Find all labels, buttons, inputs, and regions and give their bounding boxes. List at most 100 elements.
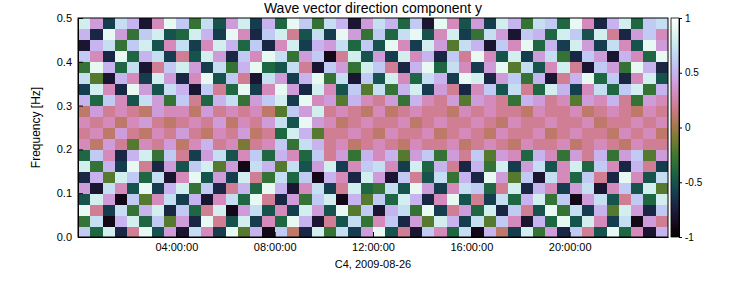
heatmap-cell: [398, 95, 411, 106]
heatmap-cell: [103, 138, 116, 149]
heatmap-cell: [521, 193, 534, 204]
heatmap-cell: [582, 193, 595, 204]
heatmap-cell: [262, 84, 275, 95]
heatmap-cell: [496, 128, 509, 139]
heatmap-cell: [570, 18, 583, 29]
heatmap-cell: [410, 182, 423, 193]
heatmap-cell: [336, 84, 349, 95]
heatmap-cell: [398, 160, 411, 171]
heatmap-cell: [348, 138, 361, 149]
heatmap-cell: [275, 51, 288, 62]
heatmap-cell: [496, 18, 509, 29]
heatmap-cell: [139, 193, 152, 204]
heatmap-cell: [570, 138, 583, 149]
heatmap-cell: [127, 51, 140, 62]
heatmap-cell: [385, 193, 398, 204]
tick-mark: [471, 232, 472, 237]
heatmap-cell: [361, 128, 374, 139]
heatmap-cell: [508, 182, 521, 193]
heatmap-cell: [557, 51, 570, 62]
heatmap-cell: [459, 226, 472, 237]
heatmap-cell: [373, 193, 386, 204]
heatmap-cell: [484, 117, 497, 128]
heatmap-cell: [619, 117, 632, 128]
heatmap-cell: [262, 18, 275, 29]
heatmap-cell: [324, 215, 337, 226]
heatmap-cell: [582, 117, 595, 128]
heatmap-cell: [348, 84, 361, 95]
heatmap-cell: [656, 117, 668, 128]
heatmap-cell: [78, 73, 91, 84]
heatmap-cell: [557, 106, 570, 117]
heatmap-cell: [139, 18, 152, 29]
tick-label: 0: [685, 122, 691, 133]
heatmap-cell: [139, 106, 152, 117]
heatmap-cell: [139, 51, 152, 62]
heatmap-cell: [607, 149, 620, 160]
heatmap-cell: [434, 204, 447, 215]
heatmap-cell: [533, 117, 546, 128]
heatmap-cell: [164, 204, 177, 215]
heatmap-cell: [213, 84, 226, 95]
heatmap-cell: [385, 18, 398, 29]
heatmap-cell: [226, 18, 239, 29]
tick: 12:00:00: [352, 232, 395, 253]
heatmap-cell: [201, 226, 214, 237]
heatmap-cell: [607, 29, 620, 40]
heatmap-cell: [643, 182, 656, 193]
heatmap-cell: [361, 193, 374, 204]
heatmap-cell: [336, 204, 349, 215]
heatmap-cell: [78, 193, 91, 204]
heatmap-cell: [533, 40, 546, 51]
heatmap-cell: [582, 215, 595, 226]
heatmap-cell: [127, 62, 140, 73]
heatmap-cell: [496, 62, 509, 73]
heatmap-cell: [299, 62, 312, 73]
heatmap-cell: [508, 106, 521, 117]
heatmap-cell: [398, 182, 411, 193]
heatmap-cell: [459, 204, 472, 215]
heatmap-cell: [103, 128, 116, 139]
heatmap-cell: [373, 95, 386, 106]
heatmap-cell: [410, 40, 423, 51]
heatmap-cell: [139, 128, 152, 139]
heatmap-cell: [607, 128, 620, 139]
heatmap-cell: [287, 62, 300, 73]
heatmap-cell: [619, 51, 632, 62]
heatmap-cell: [164, 182, 177, 193]
heatmap-cell: [607, 182, 620, 193]
heatmap-cell: [176, 138, 189, 149]
heatmap-cell: [607, 204, 620, 215]
heatmap-cell: [250, 182, 263, 193]
heatmap-cell: [176, 40, 189, 51]
heatmap-cell: [471, 215, 484, 226]
heatmap-cell: [275, 182, 288, 193]
heatmap-cell: [434, 182, 447, 193]
heatmap-cell: [213, 128, 226, 139]
heatmap-cell: [176, 182, 189, 193]
heatmap-cell: [213, 40, 226, 51]
heatmap-cell: [213, 149, 226, 160]
heatmap-cell: [643, 95, 656, 106]
heatmap-cell: [189, 128, 202, 139]
heatmap-cell: [385, 160, 398, 171]
heatmap-cell: [90, 226, 103, 237]
heatmap-cell: [262, 226, 275, 237]
tick: 0: [679, 122, 691, 133]
heatmap-cell: [594, 106, 607, 117]
heatmap-cell: [484, 138, 497, 149]
heatmap-cell: [643, 160, 656, 171]
heatmap-cell: [471, 149, 484, 160]
heatmap-cell: [78, 138, 91, 149]
heatmap-cell: [656, 138, 668, 149]
heatmap-cell: [570, 193, 583, 204]
heatmap-cell: [434, 215, 447, 226]
tick-mark: [679, 73, 682, 74]
heatmap-cell: [127, 138, 140, 149]
heatmap-cell: [508, 62, 521, 73]
heatmap-cell: [570, 73, 583, 84]
heatmap-cell: [422, 171, 435, 182]
heatmap-cell: [373, 29, 386, 40]
heatmap-cell: [201, 106, 214, 117]
heatmap-cell: [656, 215, 668, 226]
